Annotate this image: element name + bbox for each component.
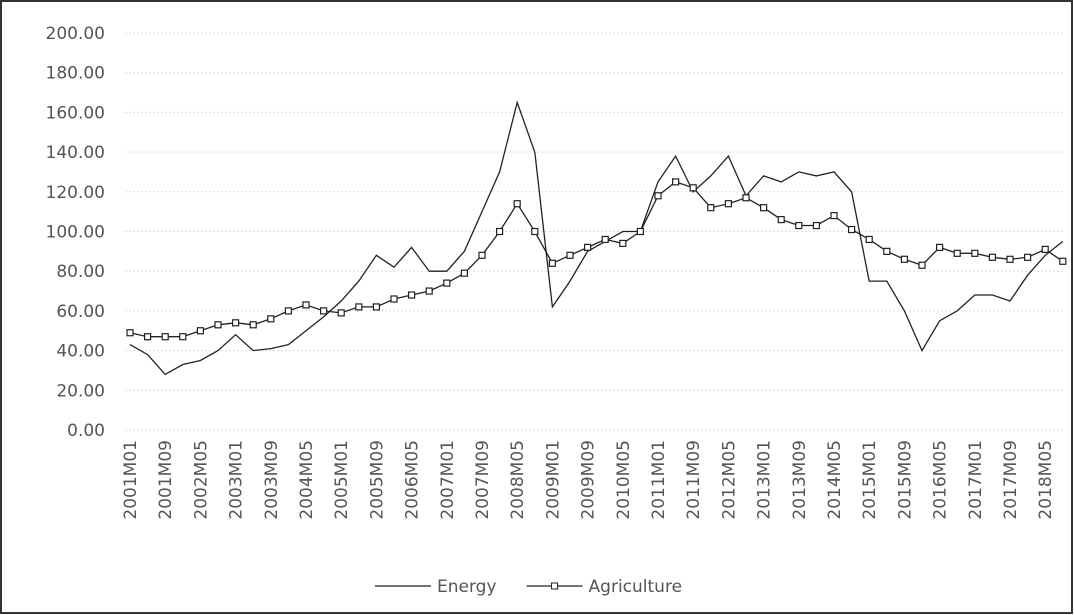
marker bbox=[636, 227, 645, 236]
x-tick-label: 2017M09 bbox=[1001, 440, 1021, 520]
y-tick-label: 200.00 bbox=[46, 24, 105, 44]
marker bbox=[830, 212, 838, 220]
x-tick-label: 2013M01 bbox=[755, 440, 775, 520]
x-tick-label: 2013M09 bbox=[790, 440, 810, 520]
marker bbox=[918, 261, 926, 269]
marker bbox=[707, 204, 715, 212]
marker bbox=[302, 301, 310, 309]
marker bbox=[1059, 257, 1067, 265]
marker bbox=[355, 303, 363, 311]
marker bbox=[953, 249, 961, 257]
marker bbox=[531, 227, 539, 236]
x-tick-label: 2016M05 bbox=[931, 440, 951, 520]
x-tick-label: 2009M01 bbox=[543, 440, 563, 520]
x-tick-label: 2012M05 bbox=[719, 440, 739, 520]
marker bbox=[267, 315, 275, 323]
legend-label: Agriculture bbox=[589, 577, 683, 597]
marker bbox=[196, 327, 204, 335]
y-tick-label: 60.00 bbox=[56, 302, 105, 322]
x-tick-label: 2007M01 bbox=[438, 440, 458, 520]
marker bbox=[812, 221, 821, 230]
x-tick-label: 2006M05 bbox=[403, 440, 423, 520]
x-tick-label: 2008M05 bbox=[508, 440, 528, 520]
marker bbox=[390, 295, 398, 303]
x-tick-label: 2014M05 bbox=[825, 440, 845, 520]
y-tick-label: 100.00 bbox=[46, 223, 105, 243]
marker bbox=[671, 178, 680, 186]
y-tick-label: 40.00 bbox=[56, 342, 105, 362]
x-tick-label: 2002M05 bbox=[191, 440, 211, 520]
marker bbox=[320, 307, 328, 315]
marker bbox=[689, 184, 697, 192]
marker bbox=[513, 200, 521, 208]
marker bbox=[1041, 245, 1049, 253]
x-tick-label: 2010M05 bbox=[614, 440, 634, 520]
y-tick-label: 0.00 bbox=[67, 421, 105, 441]
marker bbox=[478, 251, 486, 259]
marker bbox=[460, 269, 468, 277]
x-tick-label: 2004M05 bbox=[297, 440, 317, 520]
marker bbox=[583, 243, 592, 251]
marker bbox=[865, 235, 873, 244]
x-tick-label: 2011M01 bbox=[649, 440, 669, 520]
marker bbox=[654, 192, 662, 200]
marker bbox=[1006, 255, 1014, 263]
x-tick-label: 2018M05 bbox=[1036, 440, 1056, 520]
marker bbox=[126, 329, 134, 337]
marker bbox=[425, 287, 433, 295]
marker bbox=[935, 243, 944, 251]
marker bbox=[988, 253, 997, 261]
y-tick-label: 180.00 bbox=[46, 64, 105, 84]
legend-label: Energy bbox=[437, 577, 497, 597]
x-tick-label: 2015M09 bbox=[895, 440, 915, 520]
marker bbox=[284, 307, 292, 315]
x-tick-label: 2003M09 bbox=[262, 440, 282, 520]
y-tick-label: 160.00 bbox=[46, 103, 105, 123]
x-tick-label: 2005M09 bbox=[367, 440, 387, 520]
x-tick-label: 2011M09 bbox=[684, 440, 704, 520]
marker bbox=[232, 319, 240, 327]
x-tick-label: 2009M09 bbox=[579, 440, 599, 520]
marker bbox=[179, 333, 187, 341]
marker bbox=[372, 303, 380, 311]
marker bbox=[1023, 253, 1032, 261]
marker bbox=[619, 239, 627, 248]
marker bbox=[900, 255, 909, 263]
y-tick-label: 140.00 bbox=[46, 143, 105, 163]
legend-marker bbox=[551, 582, 559, 590]
marker bbox=[161, 333, 169, 341]
marker bbox=[742, 194, 750, 202]
marker bbox=[144, 333, 152, 341]
x-tick-label: 2015M01 bbox=[860, 440, 880, 520]
marker bbox=[214, 321, 222, 329]
marker bbox=[337, 309, 345, 317]
marker bbox=[759, 204, 768, 212]
marker bbox=[249, 321, 257, 329]
marker bbox=[847, 225, 856, 234]
x-tick-label: 2007M09 bbox=[473, 440, 493, 520]
marker bbox=[883, 247, 891, 255]
marker bbox=[566, 251, 574, 259]
marker bbox=[408, 291, 416, 299]
x-tick-label: 2003M01 bbox=[227, 440, 247, 520]
y-tick-label: 120.00 bbox=[46, 183, 105, 203]
marker bbox=[443, 279, 451, 287]
y-tick-label: 80.00 bbox=[56, 262, 105, 282]
marker bbox=[724, 200, 733, 208]
x-tick-label: 2001M09 bbox=[156, 440, 176, 520]
marker bbox=[601, 235, 609, 244]
y-tick-label: 20.00 bbox=[56, 381, 105, 401]
marker bbox=[971, 249, 979, 257]
x-tick-label: 2001M01 bbox=[121, 440, 141, 520]
x-tick-label: 2017M01 bbox=[966, 440, 986, 520]
x-tick-label: 2005M01 bbox=[332, 440, 352, 520]
marker bbox=[795, 221, 803, 230]
marker bbox=[496, 227, 504, 236]
marker bbox=[548, 259, 557, 267]
marker bbox=[777, 215, 785, 224]
series-line bbox=[129, 100, 1064, 376]
